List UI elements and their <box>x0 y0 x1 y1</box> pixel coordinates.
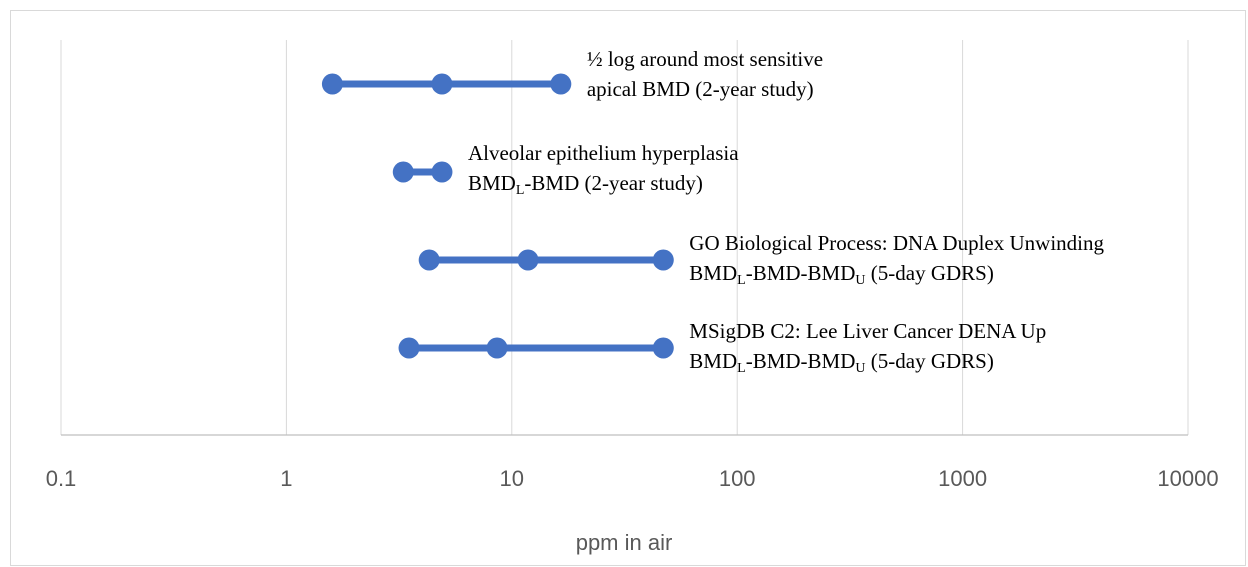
label-text: Alveolar epithelium hyperplasia <box>468 141 739 165</box>
series-label-line: Alveolar epithelium hyperplasia <box>468 141 739 165</box>
series-label-line: BMDL-BMD-BMDU (5-day GDRS) <box>689 349 994 376</box>
data-point <box>418 249 440 271</box>
series-label-line: BMDL-BMD-BMDU (5-day GDRS) <box>689 261 994 288</box>
data-point <box>321 73 343 95</box>
annotation-layer: ½ log around most sensitive apical BMD (2… <box>468 47 1105 376</box>
label-subscript: L <box>737 273 746 288</box>
label-text: (5-day GDRS) <box>866 349 994 373</box>
label-text: ½ log around most sensitive <box>587 47 823 71</box>
data-point <box>486 337 508 359</box>
chart-frame <box>10 10 1246 566</box>
label-text: BMD <box>689 261 737 285</box>
label-text: BMD <box>689 349 737 373</box>
x-axis-title: ppm in air <box>576 530 673 555</box>
series-label-line: MSigDB C2: Lee Liver Cancer DENA Up <box>689 319 1046 343</box>
data-point <box>392 161 414 183</box>
data-point <box>517 249 539 271</box>
x-tick-label: 10 <box>500 466 524 491</box>
label-text: -BMD-BMD <box>746 349 856 373</box>
x-tick-label: 100 <box>719 466 756 491</box>
data-point <box>431 161 453 183</box>
label-text: -BMD-BMD <box>746 261 856 285</box>
x-tick-label: 10000 <box>1157 466 1218 491</box>
data-point <box>652 249 674 271</box>
data-point <box>652 337 674 359</box>
label-text: GO Biological Process: DNA Duplex Unwind… <box>689 231 1104 255</box>
label-text: BMD <box>468 171 516 195</box>
label-text: -BMD (2-year study) <box>524 171 702 195</box>
label-subscript: L <box>737 361 746 376</box>
series-label-line: GO Biological Process: DNA Duplex Unwind… <box>689 231 1104 255</box>
label-subscript: U <box>855 273 865 288</box>
gridlines <box>60 40 1189 436</box>
x-tick-labels: 0.1 1 10 100 1000 10000 <box>46 466 1219 491</box>
label-subscript: U <box>855 361 865 376</box>
data-point <box>550 73 572 95</box>
x-tick-label: 1 <box>280 466 292 491</box>
label-text: MSigDB C2: Lee Liver Cancer DENA Up <box>689 319 1046 343</box>
x-tick-label: 0.1 <box>46 466 77 491</box>
label-text: (5-day GDRS) <box>866 261 994 285</box>
label-text: apical BMD (2-year study) <box>587 77 814 101</box>
x-tick-label: 1000 <box>938 466 987 491</box>
data-point <box>431 73 453 95</box>
series-label-line: BMDL-BMD (2-year study) <box>468 171 703 198</box>
series-label-line: apical BMD (2-year study) <box>587 77 814 101</box>
data-point <box>398 337 420 359</box>
series-layer <box>321 73 674 359</box>
series-label-line: ½ log around most sensitive <box>587 47 823 71</box>
label-subscript: L <box>516 183 525 198</box>
